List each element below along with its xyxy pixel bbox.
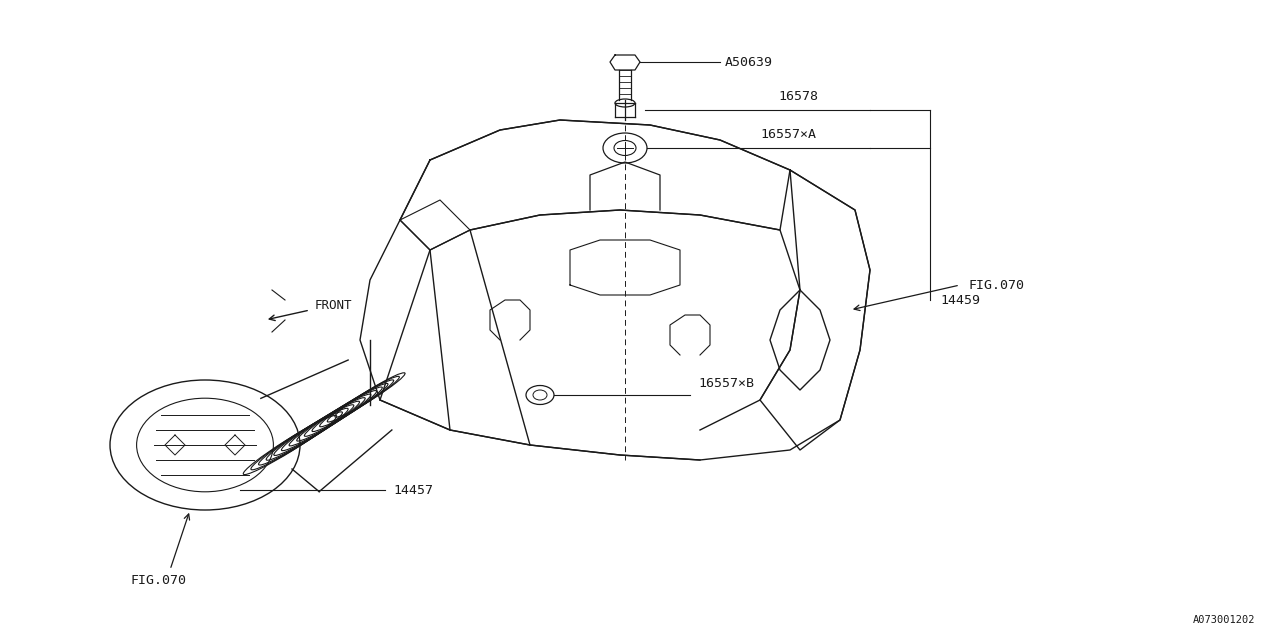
Text: 14457: 14457 [393, 483, 433, 497]
Text: 16578: 16578 [778, 90, 818, 103]
Text: 16557×B: 16557×B [698, 377, 754, 390]
Text: FIG.070: FIG.070 [131, 573, 186, 586]
Text: FRONT: FRONT [315, 298, 352, 312]
Text: FIG.070: FIG.070 [968, 278, 1024, 291]
Text: 14459: 14459 [940, 294, 980, 307]
Text: 16557×A: 16557×A [760, 128, 817, 141]
Text: A50639: A50639 [724, 56, 773, 68]
Text: A073001202: A073001202 [1193, 615, 1254, 625]
